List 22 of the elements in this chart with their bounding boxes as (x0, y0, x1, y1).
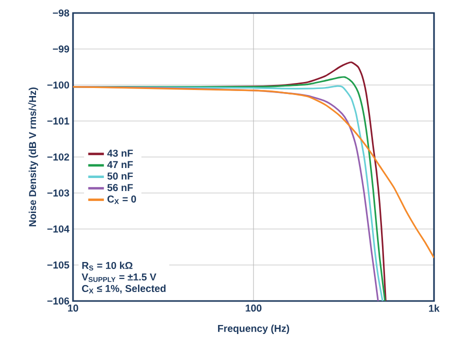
legend-label: 50 nF (107, 172, 133, 180)
y-tick-label: −99 (52, 45, 70, 53)
legend-label: C$_{X}$ = 0 (107, 196, 136, 204)
legend-label: 43 nF (107, 150, 133, 157)
legend-label: 47 nF (107, 161, 133, 168)
legend-label: 56 nF (107, 184, 133, 192)
y-tick-label: −105 (47, 261, 70, 269)
y-axis-title: Noise Density (dB V rms/√Hz) (28, 88, 38, 226)
y-tick-label: −104 (47, 225, 70, 233)
y-tick-label: −101 (47, 117, 70, 125)
annotation: V$_{SUPPLY}$ = ±1.5 V (82, 274, 156, 282)
x-tick-label: 1k (429, 304, 440, 312)
y-tick-label: −106 (47, 297, 70, 305)
y-tick-label: −103 (47, 189, 70, 197)
annotation: R$_{S}$ = 10 kΩ (82, 262, 132, 270)
y-tick-label: −102 (47, 153, 70, 161)
x-tick-label: 10 (68, 304, 78, 312)
y-tick-label: −100 (47, 81, 70, 89)
annotation: C$_{X}$ ≤ 1%, Selected (82, 284, 166, 294)
x-tick-label: 100 (246, 304, 262, 312)
y-tick-label: −98 (52, 9, 70, 17)
x-axis-title: Frequency (Hz) (218, 324, 290, 334)
